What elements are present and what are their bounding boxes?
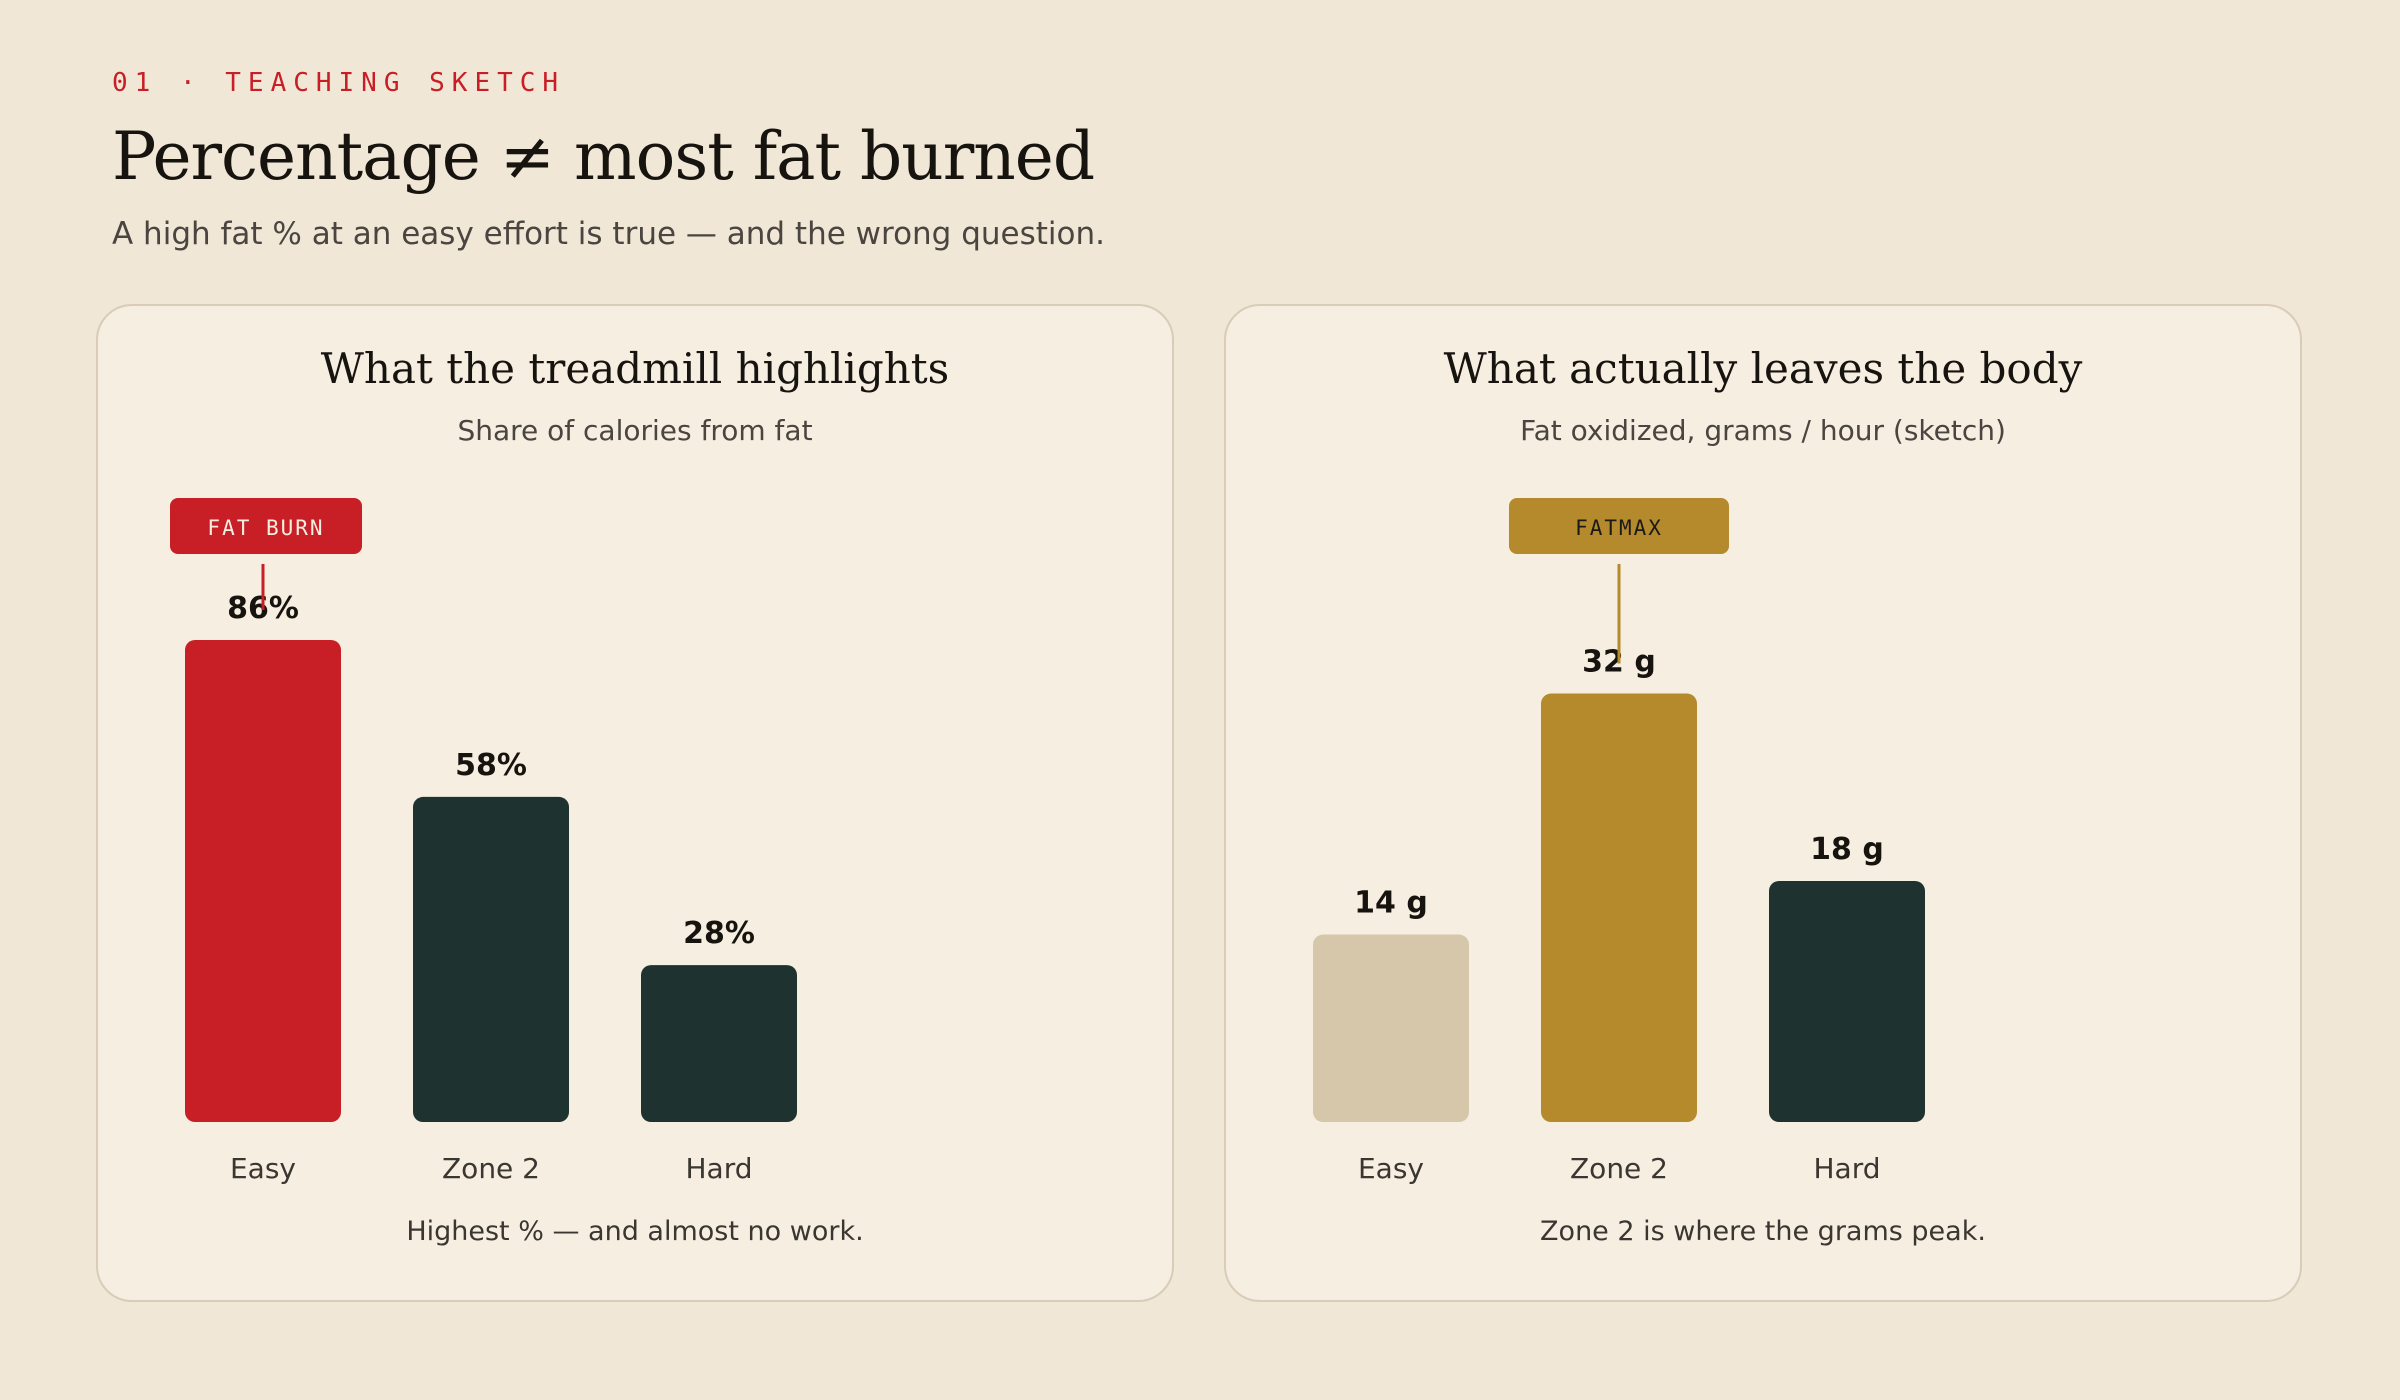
bar-zone-2 [413,796,569,1122]
chart-subtitle: Fat oxidized, grams / hour (sketch) [1520,414,2006,447]
bar-hard [641,965,797,1122]
category-label-hard: Hard [1813,1152,1880,1185]
bar-easy [185,640,341,1122]
value-label-hard: 28% [683,916,755,951]
chart-footnote: Zone 2 is where the grams peak. [1540,1216,1986,1247]
annotation-badge-label: FAT BURN [207,516,324,540]
category-label-easy: Easy [1358,1152,1424,1185]
category-label-hard: Hard [685,1152,752,1185]
value-label-hard: 18 g [1810,832,1884,867]
bar-easy [1313,934,1469,1122]
category-label-zone-2: Zone 2 [1570,1152,1668,1185]
chart-panel-fat-grams: What actually leaves the body Fat oxidiz… [1224,304,2302,1302]
eyebrow-label: 01 · TEACHING SKETCH [112,68,566,98]
category-label-zone-2: Zone 2 [442,1152,540,1185]
chart-title: What actually leaves the body [1443,344,2083,393]
chart-panel-fat-percentage: What the treadmill highlights Share of c… [96,304,1174,1302]
annotation-badge [1509,498,1729,554]
bar-zone-2 [1541,693,1697,1122]
chart-footnote: Highest % — and almost no work. [406,1216,864,1247]
value-label-zone-2: 58% [455,748,527,783]
page-title: Percentage ≠ most fat burned [112,118,1095,195]
chart-title: What the treadmill highlights [320,344,950,393]
category-label-easy: Easy [230,1152,296,1185]
page-subtitle: A high fat % at an easy effort is true —… [112,216,1105,252]
bar-hard [1769,881,1925,1122]
annotation-badge [170,498,362,554]
annotation-badge-label: FATMAX [1575,516,1663,540]
value-label-easy: 14 g [1354,886,1428,921]
chart-subtitle: Share of calories from fat [457,414,813,447]
